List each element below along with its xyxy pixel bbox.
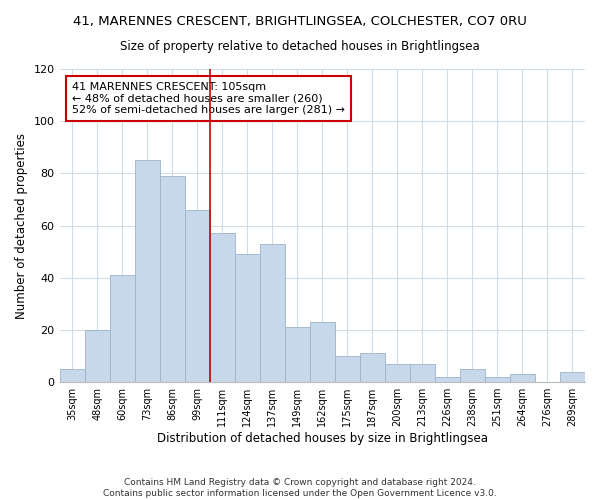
Text: Size of property relative to detached houses in Brightlingsea: Size of property relative to detached ho… [120, 40, 480, 53]
Bar [510, 374, 535, 382]
Bar [235, 254, 260, 382]
Text: Contains HM Land Registry data © Crown copyright and database right 2024.
Contai: Contains HM Land Registry data © Crown c… [103, 478, 497, 498]
Bar [59, 369, 85, 382]
Bar [209, 234, 235, 382]
Bar [110, 275, 134, 382]
Bar [385, 364, 410, 382]
Bar [410, 364, 435, 382]
Bar [134, 160, 160, 382]
Y-axis label: Number of detached properties: Number of detached properties [15, 132, 28, 318]
Bar [85, 330, 110, 382]
Bar [160, 176, 185, 382]
Bar [360, 354, 385, 382]
Bar [335, 356, 360, 382]
Bar [260, 244, 285, 382]
Bar [485, 377, 510, 382]
Bar [185, 210, 209, 382]
Text: 41, MARENNES CRESCENT, BRIGHTLINGSEA, COLCHESTER, CO7 0RU: 41, MARENNES CRESCENT, BRIGHTLINGSEA, CO… [73, 15, 527, 28]
Bar [310, 322, 335, 382]
Bar [560, 372, 585, 382]
Bar [435, 377, 460, 382]
Bar [285, 328, 310, 382]
Text: 41 MARENNES CRESCENT: 105sqm
← 48% of detached houses are smaller (260)
52% of s: 41 MARENNES CRESCENT: 105sqm ← 48% of de… [72, 82, 345, 116]
Bar [460, 369, 485, 382]
X-axis label: Distribution of detached houses by size in Brightlingsea: Distribution of detached houses by size … [157, 432, 488, 445]
